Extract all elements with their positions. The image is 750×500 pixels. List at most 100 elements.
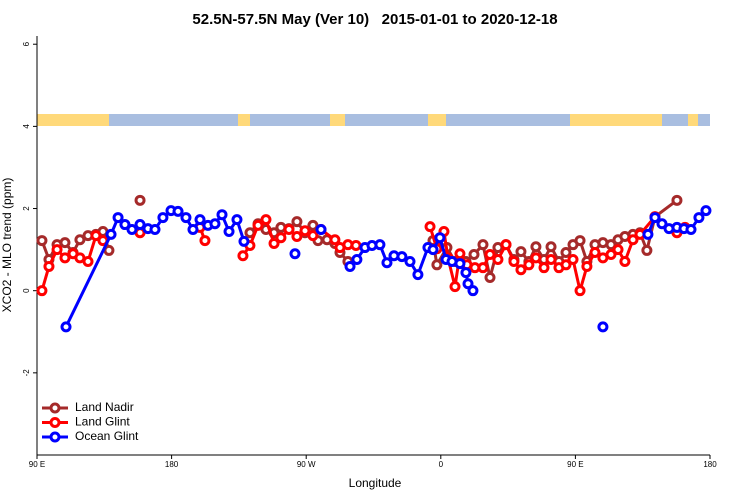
data-point [574, 285, 586, 297]
data-point [508, 256, 520, 268]
data-point [492, 253, 504, 265]
data-point [462, 278, 474, 290]
data-point [627, 234, 639, 246]
data-point [560, 259, 572, 271]
data-point [454, 258, 466, 270]
data-point [671, 194, 683, 206]
data-point [105, 228, 117, 240]
data-point [119, 219, 131, 231]
data-point [500, 239, 512, 251]
data-point [194, 214, 206, 226]
y-tick-label: -2 [22, 369, 31, 377]
data-point [574, 235, 586, 247]
data-point [404, 256, 416, 268]
data-point [538, 262, 550, 274]
data-point [515, 246, 527, 258]
x-tick-label: 90 W [297, 460, 316, 469]
data-point [74, 252, 86, 264]
data-point [467, 285, 479, 297]
data-point [216, 209, 228, 221]
data-point [545, 241, 557, 253]
data-point [252, 219, 264, 231]
data-point [149, 223, 161, 235]
data-point [605, 249, 617, 261]
data-point [589, 246, 601, 258]
y-axis-label: XCO2 - MLO trend (ppm) [0, 178, 14, 313]
data-point [112, 212, 124, 224]
data-point [59, 237, 71, 249]
legend-marker [49, 431, 61, 443]
x-tick-label: 180 [703, 460, 717, 469]
data-point [396, 251, 408, 263]
data-point [530, 252, 542, 264]
data-point [60, 321, 72, 333]
data-point [238, 235, 250, 247]
data-point [307, 230, 319, 242]
data-point [484, 272, 496, 284]
data-point [344, 260, 356, 272]
y-tick-label: 4 [22, 124, 31, 129]
data-point [424, 221, 436, 233]
y-tick-label: 0 [22, 288, 31, 293]
data-point [199, 235, 211, 247]
strip-ocean [37, 114, 710, 126]
data-point [315, 223, 327, 235]
data-point [268, 237, 280, 249]
legend-marker [49, 417, 61, 428]
data-point [545, 253, 557, 265]
data-point [454, 248, 466, 260]
data-point [560, 246, 572, 258]
data-point [642, 228, 654, 240]
data-point [567, 253, 579, 265]
data-point [82, 256, 94, 268]
data-point [260, 214, 272, 226]
data-point [431, 259, 443, 271]
data-point [172, 205, 184, 217]
strip-land [688, 114, 698, 126]
data-point [289, 248, 301, 260]
data-point [515, 264, 527, 276]
data-point [427, 244, 439, 256]
data-point [350, 240, 362, 251]
strip-land [570, 114, 662, 126]
data-point [351, 253, 363, 265]
x-tick-label: 90 E [567, 460, 583, 469]
data-point [283, 223, 295, 235]
data-point [291, 216, 303, 228]
data-point [43, 260, 55, 272]
legend-label: Land Glint [75, 415, 130, 429]
data-point [231, 214, 243, 226]
data-point [649, 212, 661, 224]
data-point [209, 218, 221, 230]
data-point [74, 234, 86, 246]
legend-marker [49, 402, 61, 414]
data-point [134, 194, 146, 206]
data-point [656, 218, 668, 230]
strip-land [238, 114, 250, 126]
data-point [126, 223, 138, 235]
data-point [530, 241, 542, 253]
data-point [180, 212, 192, 224]
data-point [477, 262, 489, 274]
data-point [434, 232, 446, 244]
data-point [90, 230, 102, 242]
data-point [374, 239, 386, 251]
data-point [523, 259, 535, 271]
data-point [484, 249, 496, 261]
data-point [36, 285, 48, 297]
x-tick-label: 180 [165, 460, 179, 469]
data-point [187, 223, 199, 235]
legend-label: Ocean Glint [75, 429, 139, 443]
x-tick-label: 90 E [29, 460, 45, 469]
data-point [685, 223, 697, 235]
data-point [59, 252, 71, 264]
strip-land [330, 114, 345, 126]
data-point [612, 244, 624, 256]
data-point [299, 225, 311, 237]
chart-title: 52.5N-57.5N May (Ver 10) 2015-01-01 to 2… [192, 11, 557, 28]
data-point [157, 212, 169, 224]
data-point [307, 219, 319, 231]
data-point [597, 321, 609, 333]
data-point [381, 257, 393, 269]
